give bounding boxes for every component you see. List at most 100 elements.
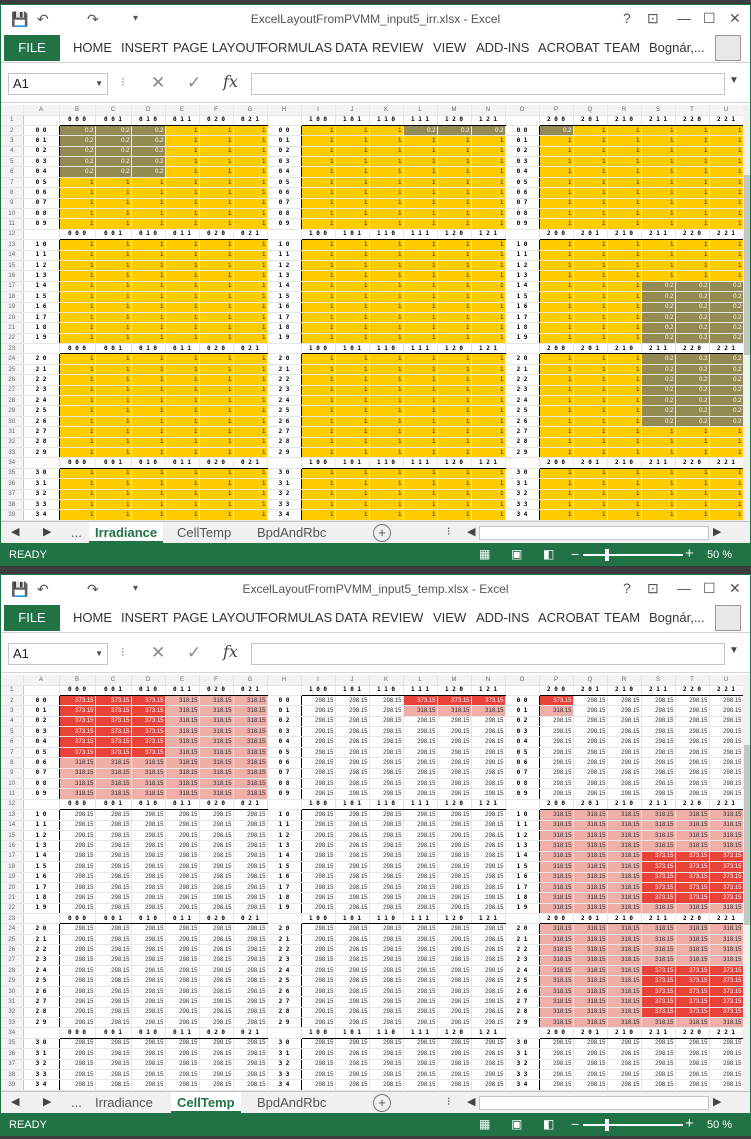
data-cell[interactable]: 1 [403, 447, 438, 459]
redo-icon[interactable]: ↷ [87, 11, 99, 27]
data-cell[interactable]: 298.15 [165, 1017, 200, 1029]
data-cell[interactable]: 1 [607, 353, 642, 365]
data-cell[interactable]: 0.2 [539, 125, 574, 137]
data-cell[interactable]: 1 [301, 353, 336, 365]
data-cell[interactable]: 298.15 [471, 1069, 506, 1081]
data-cell[interactable]: 1 [95, 385, 132, 397]
data-cell[interactable]: 298.15 [607, 768, 642, 780]
data-cell[interactable]: 298.15 [675, 1038, 710, 1050]
data-cell[interactable]: 1 [403, 208, 438, 220]
data-cell[interactable]: 1 [199, 125, 234, 137]
data-cell[interactable]: 318.15 [709, 830, 743, 842]
data-cell[interactable]: 373.15 [403, 695, 438, 707]
row-number[interactable]: 25 [1, 934, 24, 946]
data-cell[interactable]: 298.15 [437, 955, 472, 967]
data-cell[interactable]: 0.2 [131, 125, 166, 137]
data-cell[interactable]: 373.15 [709, 1007, 743, 1019]
data-cell[interactable]: 1 [199, 250, 234, 261]
row-number[interactable]: 2 [1, 695, 24, 707]
data-cell[interactable]: 318.15 [471, 705, 506, 717]
data-cell[interactable]: 298.15 [471, 944, 506, 956]
data-cell[interactable]: 298.15 [641, 1090, 676, 1091]
data-cell[interactable]: 298.15 [539, 1090, 574, 1091]
combo-header[interactable]: 1 0 0 [301, 228, 336, 241]
row-label[interactable]: 2 4 [266, 965, 302, 977]
data-cell[interactable]: 1 [641, 198, 676, 210]
data-cell[interactable]: 318.15 [165, 788, 200, 800]
data-cell[interactable]: 298.15 [437, 1079, 472, 1091]
data-cell[interactable]: 298.15 [59, 1069, 96, 1081]
data-cell[interactable]: 1 [95, 353, 132, 365]
combo-header[interactable]: 1 1 1 [403, 457, 438, 469]
data-cell[interactable]: 1 [335, 416, 370, 428]
combo-header[interactable]: 0 0 1 [95, 1027, 132, 1039]
data-cell[interactable]: 298.15 [301, 768, 336, 780]
data-cell[interactable]: 318.15 [573, 923, 608, 935]
combo-header[interactable]: 1 2 1 [471, 457, 506, 469]
data-cell[interactable]: 1 [573, 250, 608, 261]
data-cell[interactable]: 1 [335, 322, 370, 334]
data-cell[interactable]: 1 [539, 260, 574, 272]
row-label[interactable]: 1 7 [22, 882, 60, 894]
row-label[interactable]: 0 7 [22, 768, 60, 780]
data-cell[interactable]: 1 [335, 364, 370, 376]
data-cell[interactable]: 1 [369, 146, 404, 158]
row-label[interactable]: 1 1 [266, 250, 302, 261]
data-cell[interactable]: 1 [641, 520, 676, 521]
data-cell[interactable]: 1 [709, 135, 743, 147]
tab-insert[interactable]: INSERT [121, 40, 169, 55]
close-icon[interactable]: ✕ [729, 580, 741, 596]
row-label[interactable]: 1 1 [504, 820, 540, 831]
combo-header[interactable]: 0 2 1 [233, 228, 268, 241]
cell[interactable] [267, 229, 302, 241]
data-cell[interactable]: 298.15 [403, 934, 438, 946]
data-cell[interactable]: 298.15 [131, 1038, 166, 1050]
data-cell[interactable]: 1 [369, 489, 404, 500]
data-cell[interactable]: 298.15 [369, 768, 404, 780]
row-number[interactable]: 3 [1, 705, 24, 717]
data-cell[interactable]: 298.15 [59, 965, 96, 977]
column-header[interactable]: M [437, 675, 472, 686]
data-cell[interactable]: 318.15 [709, 955, 743, 967]
data-cell[interactable]: 298.15 [437, 1090, 472, 1091]
data-cell[interactable]: 1 [233, 146, 268, 158]
data-cell[interactable]: 318.15 [539, 955, 574, 967]
data-cell[interactable]: 318.15 [573, 903, 608, 915]
row-label[interactable]: 2 5 [266, 405, 302, 417]
data-cell[interactable]: 1 [573, 281, 608, 293]
row-label[interactable]: 0 2 [266, 716, 302, 728]
data-cell[interactable]: 1 [301, 218, 336, 230]
data-cell[interactable]: 1 [471, 218, 506, 230]
data-cell[interactable]: 318.15 [539, 840, 574, 852]
data-cell[interactable]: 1 [233, 374, 268, 386]
data-cell[interactable]: 373.15 [641, 851, 676, 863]
data-cell[interactable]: 1 [607, 312, 642, 324]
row-label[interactable]: 2 6 [22, 416, 60, 428]
data-cell[interactable]: 1 [437, 146, 472, 158]
row-label[interactable]: 3 0 [266, 1038, 302, 1050]
data-cell[interactable]: 1 [165, 333, 200, 345]
row-label[interactable]: 0 7 [266, 198, 302, 210]
row-label[interactable]: 2 7 [22, 996, 60, 1008]
data-cell[interactable]: 1 [131, 177, 166, 189]
data-cell[interactable]: 1 [131, 187, 166, 199]
data-cell[interactable]: 298.15 [301, 965, 336, 977]
data-cell[interactable]: 1 [573, 218, 608, 230]
data-cell[interactable]: 1 [675, 499, 710, 511]
data-cell[interactable]: 298.15 [471, 1007, 506, 1019]
row-label[interactable]: 1 6 [504, 302, 540, 313]
data-cell[interactable]: 318.15 [709, 809, 743, 821]
data-cell[interactable]: 298.15 [437, 861, 472, 873]
column-header[interactable]: S [641, 105, 676, 116]
column-header[interactable]: I [301, 675, 336, 686]
data-cell[interactable]: 1 [471, 364, 506, 376]
data-cell[interactable]: 1 [95, 395, 132, 407]
combo-header[interactable]: 0 2 0 [199, 114, 234, 126]
data-cell[interactable]: 298.15 [437, 944, 472, 956]
combo-header[interactable]: 0 0 0 [59, 457, 96, 469]
data-cell[interactable]: 298.15 [199, 851, 234, 863]
combo-header[interactable]: 1 2 1 [471, 913, 506, 925]
select-all-corner[interactable] [1, 105, 24, 116]
data-cell[interactable]: 298.15 [437, 1048, 472, 1060]
data-cell[interactable]: 318.15 [709, 820, 743, 831]
